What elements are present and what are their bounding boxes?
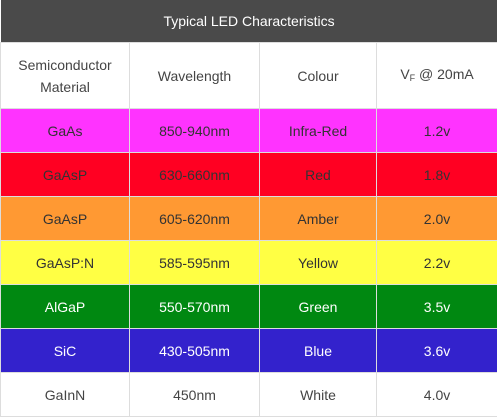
header-material-line2: Material: [40, 79, 90, 95]
cell-wavelength: 605-620nm: [130, 197, 260, 241]
cell-wavelength: 585-595nm: [130, 241, 260, 285]
cell-material: GaAs: [1, 109, 130, 153]
cell-wavelength: 430-505nm: [130, 329, 260, 373]
title-row: Typical LED Characteristics: [1, 0, 497, 43]
header-vf-suffix: @ 20mA: [415, 66, 474, 82]
cell-colour: Red: [260, 153, 377, 197]
header-colour: Colour: [260, 43, 377, 109]
cell-colour: Infra-Red: [260, 109, 377, 153]
cell-wavelength: 850-940nm: [130, 109, 260, 153]
header-forward-voltage: VF @ 20mA: [377, 43, 497, 109]
cell-material: AlGaP: [1, 285, 130, 329]
cell-forward-voltage: 2.2v: [377, 241, 497, 285]
cell-colour: Blue: [260, 329, 377, 373]
cell-forward-voltage: 3.6v: [377, 329, 497, 373]
table-title: Typical LED Characteristics: [1, 0, 497, 43]
cell-material: GaAsP: [1, 197, 130, 241]
cell-wavelength: 550-570nm: [130, 285, 260, 329]
header-material: Semiconductor Material: [1, 43, 130, 109]
cell-material: GaAsP: [1, 153, 130, 197]
cell-wavelength: 450nm: [130, 373, 260, 417]
cell-material: SiC: [1, 329, 130, 373]
cell-forward-voltage: 1.2v: [377, 109, 497, 153]
cell-forward-voltage: 1.8v: [377, 153, 497, 197]
cell-forward-voltage: 4.0v: [377, 373, 497, 417]
cell-colour: White: [260, 373, 377, 417]
cell-colour: Yellow: [260, 241, 377, 285]
cell-colour: Green: [260, 285, 377, 329]
cell-material: GaAsP:N: [1, 241, 130, 285]
header-material-line1: Semiconductor: [18, 57, 111, 73]
header-wavelength: Wavelength: [130, 43, 260, 109]
cell-forward-voltage: 3.5v: [377, 285, 497, 329]
cell-material: GaInN: [1, 373, 130, 417]
cell-wavelength: 630-660nm: [130, 153, 260, 197]
header-vf-main: V: [400, 66, 409, 82]
cell-colour: Amber: [260, 197, 377, 241]
cell-forward-voltage: 2.0v: [377, 197, 497, 241]
